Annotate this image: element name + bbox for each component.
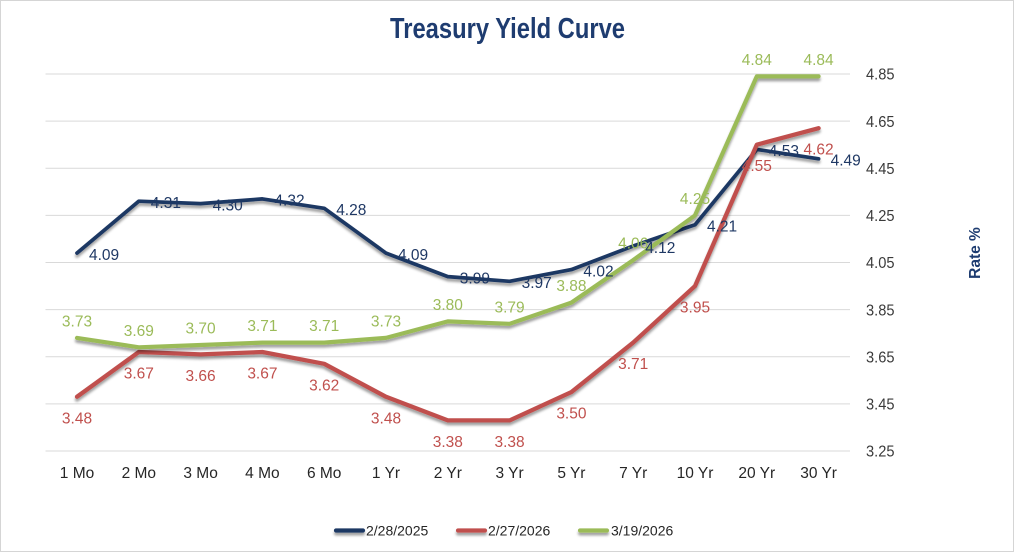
- svg-text:4.25: 4.25: [866, 208, 895, 225]
- svg-text:4.45: 4.45: [866, 161, 895, 178]
- svg-text:2/27/2026: 2/27/2026: [488, 523, 550, 539]
- svg-text:4 Mo: 4 Mo: [245, 465, 279, 482]
- svg-text:4.02: 4.02: [583, 263, 613, 280]
- svg-text:Rate %: Rate %: [967, 227, 984, 279]
- svg-text:4.32: 4.32: [274, 193, 304, 210]
- svg-text:5 Yr: 5 Yr: [557, 465, 585, 482]
- svg-text:4.55: 4.55: [742, 158, 772, 175]
- svg-text:3.25: 3.25: [866, 444, 895, 461]
- svg-text:4.09: 4.09: [89, 247, 119, 264]
- svg-text:4.65: 4.65: [866, 114, 895, 131]
- svg-text:3.80: 3.80: [433, 297, 464, 314]
- svg-text:3.85: 3.85: [866, 302, 895, 319]
- svg-text:1 Mo: 1 Mo: [60, 465, 94, 482]
- svg-text:3 Yr: 3 Yr: [496, 465, 524, 482]
- svg-text:3.71: 3.71: [618, 356, 648, 373]
- svg-text:3.99: 3.99: [460, 270, 490, 287]
- svg-text:4.05: 4.05: [866, 255, 895, 272]
- svg-text:3.65: 3.65: [866, 349, 895, 366]
- svg-text:4.85: 4.85: [866, 67, 895, 84]
- svg-text:3.67: 3.67: [124, 366, 154, 383]
- svg-text:3.45: 3.45: [866, 397, 895, 414]
- svg-text:4.30: 4.30: [213, 197, 244, 214]
- svg-text:4.53: 4.53: [769, 143, 799, 160]
- svg-text:20 Yr: 20 Yr: [738, 465, 775, 482]
- svg-text:4.49: 4.49: [831, 153, 861, 170]
- svg-text:10 Yr: 10 Yr: [677, 465, 714, 482]
- svg-text:4.21: 4.21: [707, 219, 737, 236]
- svg-text:3.38: 3.38: [433, 434, 463, 451]
- svg-text:3.70: 3.70: [186, 321, 217, 338]
- svg-text:3.73: 3.73: [62, 313, 92, 330]
- svg-text:3.71: 3.71: [309, 318, 339, 335]
- svg-text:3.97: 3.97: [522, 275, 552, 292]
- svg-text:4.25: 4.25: [680, 191, 710, 208]
- svg-text:3 Mo: 3 Mo: [183, 465, 217, 482]
- svg-text:3.79: 3.79: [495, 299, 525, 316]
- svg-text:30 Yr: 30 Yr: [800, 465, 837, 482]
- svg-text:Treasury Yield Curve: Treasury Yield Curve: [390, 13, 625, 45]
- svg-text:6 Mo: 6 Mo: [307, 465, 341, 482]
- svg-text:3.67: 3.67: [247, 366, 277, 383]
- svg-text:4.09: 4.09: [398, 247, 428, 264]
- svg-text:3.50: 3.50: [556, 406, 587, 423]
- svg-text:3.66: 3.66: [186, 368, 216, 385]
- svg-text:1 Yr: 1 Yr: [372, 465, 400, 482]
- svg-text:3/19/2026: 3/19/2026: [611, 523, 673, 539]
- svg-text:3.73: 3.73: [371, 313, 401, 330]
- svg-text:4.31: 4.31: [151, 195, 181, 212]
- svg-text:3.62: 3.62: [309, 377, 339, 394]
- svg-text:4.06: 4.06: [618, 236, 648, 253]
- svg-text:4.62: 4.62: [804, 142, 834, 159]
- svg-text:2 Mo: 2 Mo: [122, 465, 156, 482]
- svg-text:4.12: 4.12: [645, 240, 675, 257]
- svg-text:4.84: 4.84: [742, 52, 773, 69]
- svg-text:3.95: 3.95: [680, 300, 710, 317]
- svg-text:3.71: 3.71: [247, 318, 277, 335]
- svg-text:3.69: 3.69: [124, 323, 154, 340]
- svg-text:4.84: 4.84: [804, 52, 835, 69]
- svg-text:3.48: 3.48: [371, 410, 401, 427]
- svg-text:3.88: 3.88: [556, 278, 586, 295]
- svg-text:2/28/2025: 2/28/2025: [366, 523, 428, 539]
- svg-text:4.28: 4.28: [336, 202, 366, 219]
- svg-text:2 Yr: 2 Yr: [434, 465, 462, 482]
- svg-text:3.38: 3.38: [495, 434, 525, 451]
- svg-text:3.48: 3.48: [62, 410, 92, 427]
- svg-text:7 Yr: 7 Yr: [619, 465, 647, 482]
